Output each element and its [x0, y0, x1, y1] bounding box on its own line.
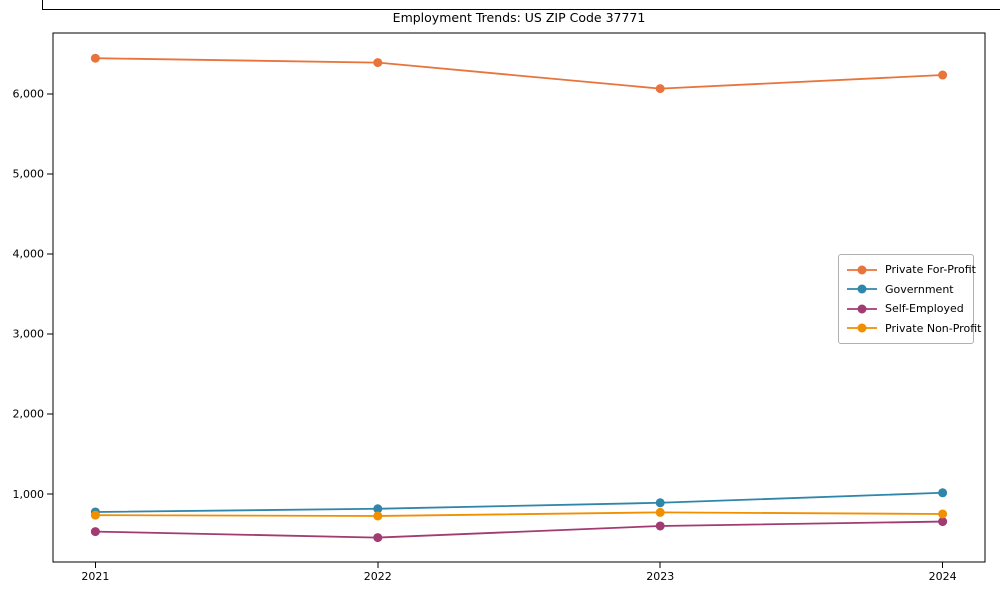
- y-tick-label: 1,000: [13, 488, 45, 501]
- legend-label: Private Non-Profit: [885, 321, 982, 335]
- y-tick-label: 5,000: [13, 168, 45, 181]
- data-point: [655, 521, 665, 531]
- window-frame-top-edge: [42, 9, 1000, 10]
- data-point: [655, 84, 665, 94]
- data-point: [938, 70, 948, 80]
- window-frame-left-stub: [42, 0, 43, 10]
- data-point: [90, 53, 100, 63]
- data-point: [373, 511, 383, 521]
- legend-item-private-non-profit: Private Non-Profit: [846, 319, 981, 339]
- data-point: [938, 509, 948, 519]
- series-line: [95, 520, 943, 539]
- data-point: [655, 507, 665, 517]
- x-tick-label: 2022: [364, 570, 392, 583]
- data-point: [90, 510, 100, 520]
- y-tick-label: 2,000: [13, 408, 45, 421]
- legend-label: Private For-Profit: [885, 263, 976, 277]
- series-line: [95, 57, 943, 90]
- y-tick-label: 4,000: [13, 248, 45, 261]
- legend-marker-icon: [847, 323, 877, 333]
- y-tick-label: 3,000: [13, 328, 45, 341]
- legend: Private For-Profit Government Self-Employe…: [838, 254, 981, 344]
- chart-title: Employment Trends: US ZIP Code 37771: [392, 10, 646, 25]
- series-line: [95, 511, 943, 517]
- x-tick-label: 2024: [929, 570, 957, 583]
- data-point: [90, 527, 100, 537]
- legend-label: Government: [885, 282, 954, 296]
- data-point: [938, 488, 948, 498]
- legend-item-self-employed: Self-Employed: [846, 299, 966, 319]
- data-point: [938, 517, 948, 527]
- data-point: [373, 504, 383, 514]
- legend-label: Self-Employed: [885, 302, 964, 316]
- x-tick-label: 2023: [646, 570, 674, 583]
- legend-item-government: Government: [846, 280, 966, 300]
- y-tick-label: 6,000: [13, 88, 45, 101]
- x-tick-label: 2021: [81, 570, 109, 583]
- data-point: [655, 498, 665, 508]
- data-point: [373, 533, 383, 543]
- legend-item-private-for-profit: Private For-Profit: [846, 260, 976, 280]
- data-point: [373, 58, 383, 68]
- axes-box: [52, 32, 986, 563]
- series-line: [95, 491, 943, 513]
- legend-marker-icon: [847, 304, 877, 314]
- legend-marker-icon: [847, 265, 877, 275]
- legend-marker-icon: [847, 284, 877, 294]
